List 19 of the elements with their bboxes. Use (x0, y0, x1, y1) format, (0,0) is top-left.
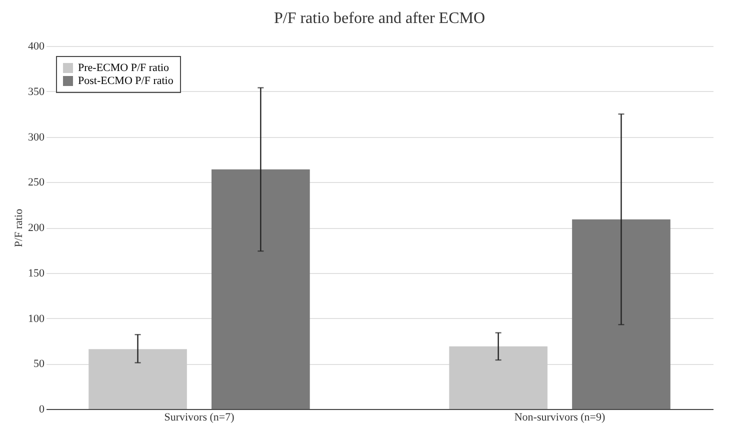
x-tick-label: Survivors (n=7) (164, 412, 235, 424)
y-tick-label: 400 (28, 40, 45, 52)
y-tick-label: 0 (39, 404, 45, 416)
legend-label: Post-ECMO P/F ratio (78, 75, 174, 87)
y-tick-label: 100 (28, 312, 45, 325)
bar (212, 169, 310, 409)
x-tick-label: Non-survivors (n=9) (514, 412, 606, 424)
bar (88, 349, 187, 409)
y-tick-label: 250 (28, 176, 45, 189)
y-tick-label: 350 (28, 86, 45, 98)
y-tick-label: 50 (34, 358, 45, 370)
y-tick-label: 200 (28, 222, 45, 234)
bar (449, 346, 548, 409)
y-axis-title: P/F ratio (13, 208, 25, 248)
chart-title: P/F ratio before and after ECMO (274, 10, 486, 27)
y-tick-label: 300 (28, 131, 45, 144)
y-tick-label: 150 (28, 267, 45, 280)
legend-label: Pre-ECMO P/F ratio (78, 62, 170, 74)
bar (572, 219, 670, 409)
